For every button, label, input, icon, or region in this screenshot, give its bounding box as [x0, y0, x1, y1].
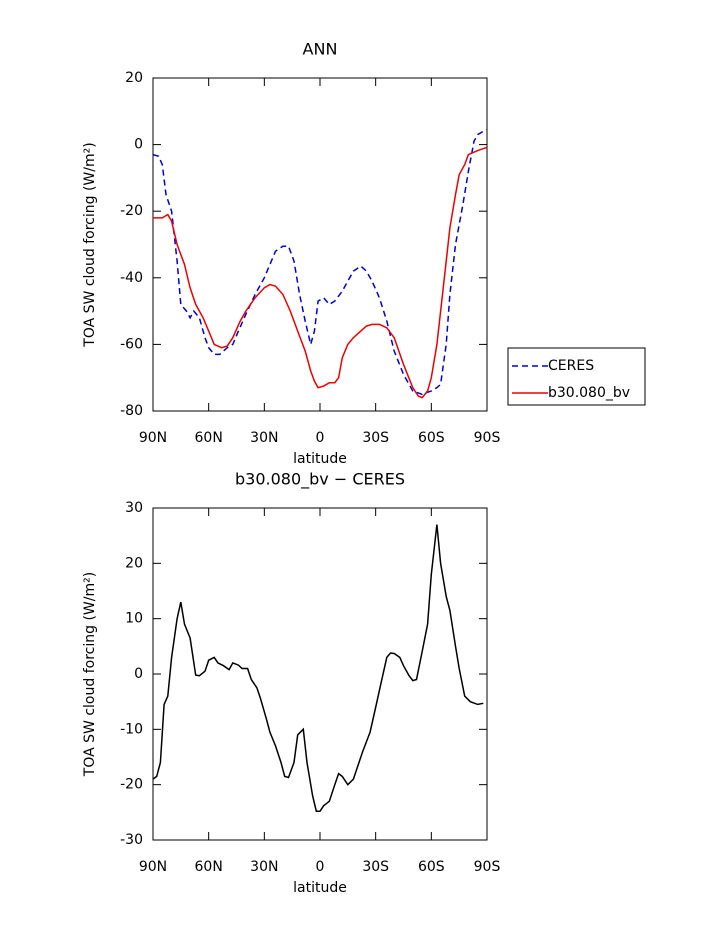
- y-tick-label: -40: [120, 270, 143, 286]
- x-tick-label: 60S: [418, 430, 445, 446]
- x-axis-label: latitude: [293, 880, 347, 896]
- y-tick-label: -80: [120, 403, 143, 419]
- data-line: [152, 128, 488, 396]
- y-tick-label: 0: [134, 666, 143, 682]
- x-tick-label: 90S: [474, 859, 501, 875]
- x-tick-label: 90N: [139, 859, 167, 875]
- x-tick-label: 60N: [195, 859, 223, 875]
- y-tick-label: -20: [120, 777, 143, 793]
- y-axis-label: TOA SW cloud forcing (W/m²): [82, 142, 98, 347]
- y-tick-label: 10: [125, 611, 143, 627]
- x-tick-label: 60N: [195, 430, 223, 446]
- y-tick-label: 0: [134, 137, 143, 153]
- legend-box: [507, 347, 646, 406]
- x-tick-label: 0: [316, 859, 325, 875]
- legend-label: b30.080_bv: [548, 385, 630, 401]
- x-tick-label: 90S: [474, 430, 501, 446]
- y-axis-label: TOA SW cloud forcing (W/m²): [82, 572, 98, 777]
- plot-frame: [152, 77, 488, 412]
- x-axis-label: latitude: [293, 451, 347, 467]
- plot-frame: [152, 507, 488, 841]
- chart-title: ANN: [303, 40, 338, 59]
- x-tick-label: 90N: [139, 430, 167, 446]
- x-tick-label: 30N: [250, 430, 278, 446]
- x-tick-label: 30N: [250, 859, 278, 875]
- x-tick-label: 60S: [418, 859, 445, 875]
- y-tick-label: 20: [125, 555, 143, 571]
- y-tick-label: -20: [120, 203, 143, 219]
- x-tick-label: 30S: [362, 430, 389, 446]
- y-tick-label: 30: [125, 500, 143, 516]
- data-line: [153, 146, 488, 399]
- data-line: [152, 524, 484, 812]
- chart-title: b30.080_bv − CERES: [235, 470, 405, 490]
- y-tick-label: -30: [120, 832, 143, 848]
- x-tick-label: 30S: [362, 859, 389, 875]
- y-tick-label: -60: [120, 336, 143, 352]
- y-tick-label: -10: [120, 721, 143, 737]
- legend-label: CERES: [548, 358, 594, 374]
- y-tick-label: 20: [125, 70, 143, 86]
- x-tick-label: 0: [316, 430, 325, 446]
